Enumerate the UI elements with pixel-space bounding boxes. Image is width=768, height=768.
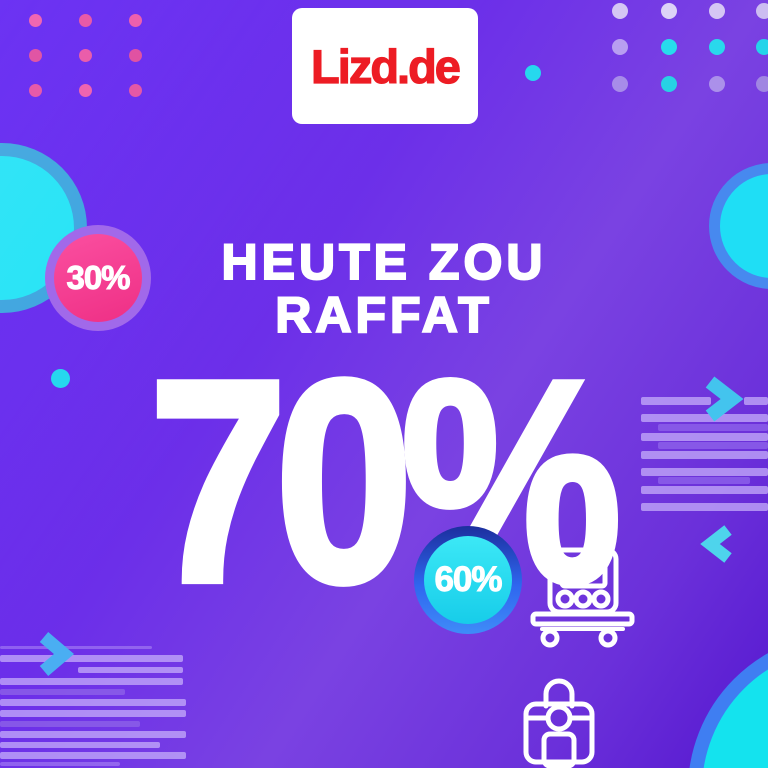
decor-line: [744, 397, 768, 405]
decor-line: [0, 678, 183, 685]
decor-dot: [756, 39, 768, 55]
decor-dot: [612, 76, 628, 92]
decor-dot: [612, 3, 628, 19]
decor-line: [641, 468, 768, 476]
discount-badge-30: 30%: [45, 225, 151, 331]
decor-dot: [128, 13, 142, 27]
decor-dot: [28, 48, 42, 62]
chevron-right-bottom-icon: [39, 632, 75, 676]
decor-line: [0, 689, 125, 695]
headline: HEUTE ZOU RAFFAT: [0, 234, 768, 343]
scale-cart-icon: [530, 547, 635, 648]
headline-line-2: RAFFAT: [274, 287, 493, 343]
logo-card: Lizd.de: [292, 8, 478, 124]
chevron-right-bottom-shape: [39, 632, 75, 676]
decor-dot: [78, 83, 92, 97]
decor-dot: [756, 76, 768, 92]
bag-pocket: [541, 731, 577, 768]
decor-dot: [28, 13, 42, 27]
decor-dot: [128, 48, 142, 62]
cart-platform: [530, 611, 635, 627]
decor-line: [658, 477, 750, 484]
decor-line: [0, 646, 152, 649]
discount-badge-60: 60%: [414, 526, 522, 634]
decor-dot: [661, 76, 677, 92]
bag-handle: [543, 678, 575, 709]
decor-dot: [28, 83, 42, 97]
scale-knob: [573, 589, 593, 609]
decor-dot: [612, 39, 628, 55]
bag-body: [523, 701, 595, 765]
decor-dot: [525, 65, 541, 81]
decor-line: [0, 699, 186, 706]
decor-line: [658, 424, 768, 431]
decor-line: [658, 442, 768, 449]
decor-dot: [709, 39, 725, 55]
cart-wheel: [540, 628, 560, 648]
decor-dot: [709, 76, 725, 92]
headline-line-1: HEUTE ZOU: [221, 234, 547, 290]
decor-line: [0, 752, 186, 759]
decor-line: [0, 655, 183, 662]
decor-line: [641, 414, 768, 422]
bag-notch: [545, 704, 573, 732]
shopping-bag-icon: [523, 678, 595, 768]
scale-screen: [559, 558, 608, 589]
decor-line: [0, 710, 186, 717]
decor-line: [641, 486, 768, 494]
decor-dot: [78, 48, 92, 62]
decor-dot: [50, 368, 70, 388]
decor-dot: [709, 3, 725, 19]
scale-knob: [591, 589, 611, 609]
decor-line: [641, 397, 711, 405]
decor-line: [641, 503, 768, 511]
chevron-left-shape: [700, 525, 732, 563]
decor-line: [641, 433, 768, 441]
logo-text: Lizd.de: [310, 39, 461, 93]
decor-line: [0, 762, 120, 766]
cart-wheel: [598, 628, 618, 648]
decor-line: [0, 742, 160, 748]
chevron-left-icon: [700, 525, 732, 563]
chevron-right-shape: [705, 376, 744, 422]
chevron-right-icon: [705, 376, 744, 422]
decor-dot: [661, 39, 677, 55]
discount-badge-30-label: 30%: [54, 234, 142, 322]
scale-knob: [555, 589, 575, 609]
decor-line: [0, 721, 140, 727]
decor-dot: [128, 83, 142, 97]
decor-line: [641, 451, 768, 459]
decor-circle: [688, 633, 768, 768]
decor-dot: [661, 3, 677, 19]
decor-dot: [78, 13, 92, 27]
discount-badge-60-label: 60%: [424, 536, 512, 624]
decor-line: [0, 731, 186, 738]
discount-70-text: 70%: [146, 319, 624, 643]
decor-line: [78, 667, 183, 673]
decor-dot: [756, 3, 768, 19]
